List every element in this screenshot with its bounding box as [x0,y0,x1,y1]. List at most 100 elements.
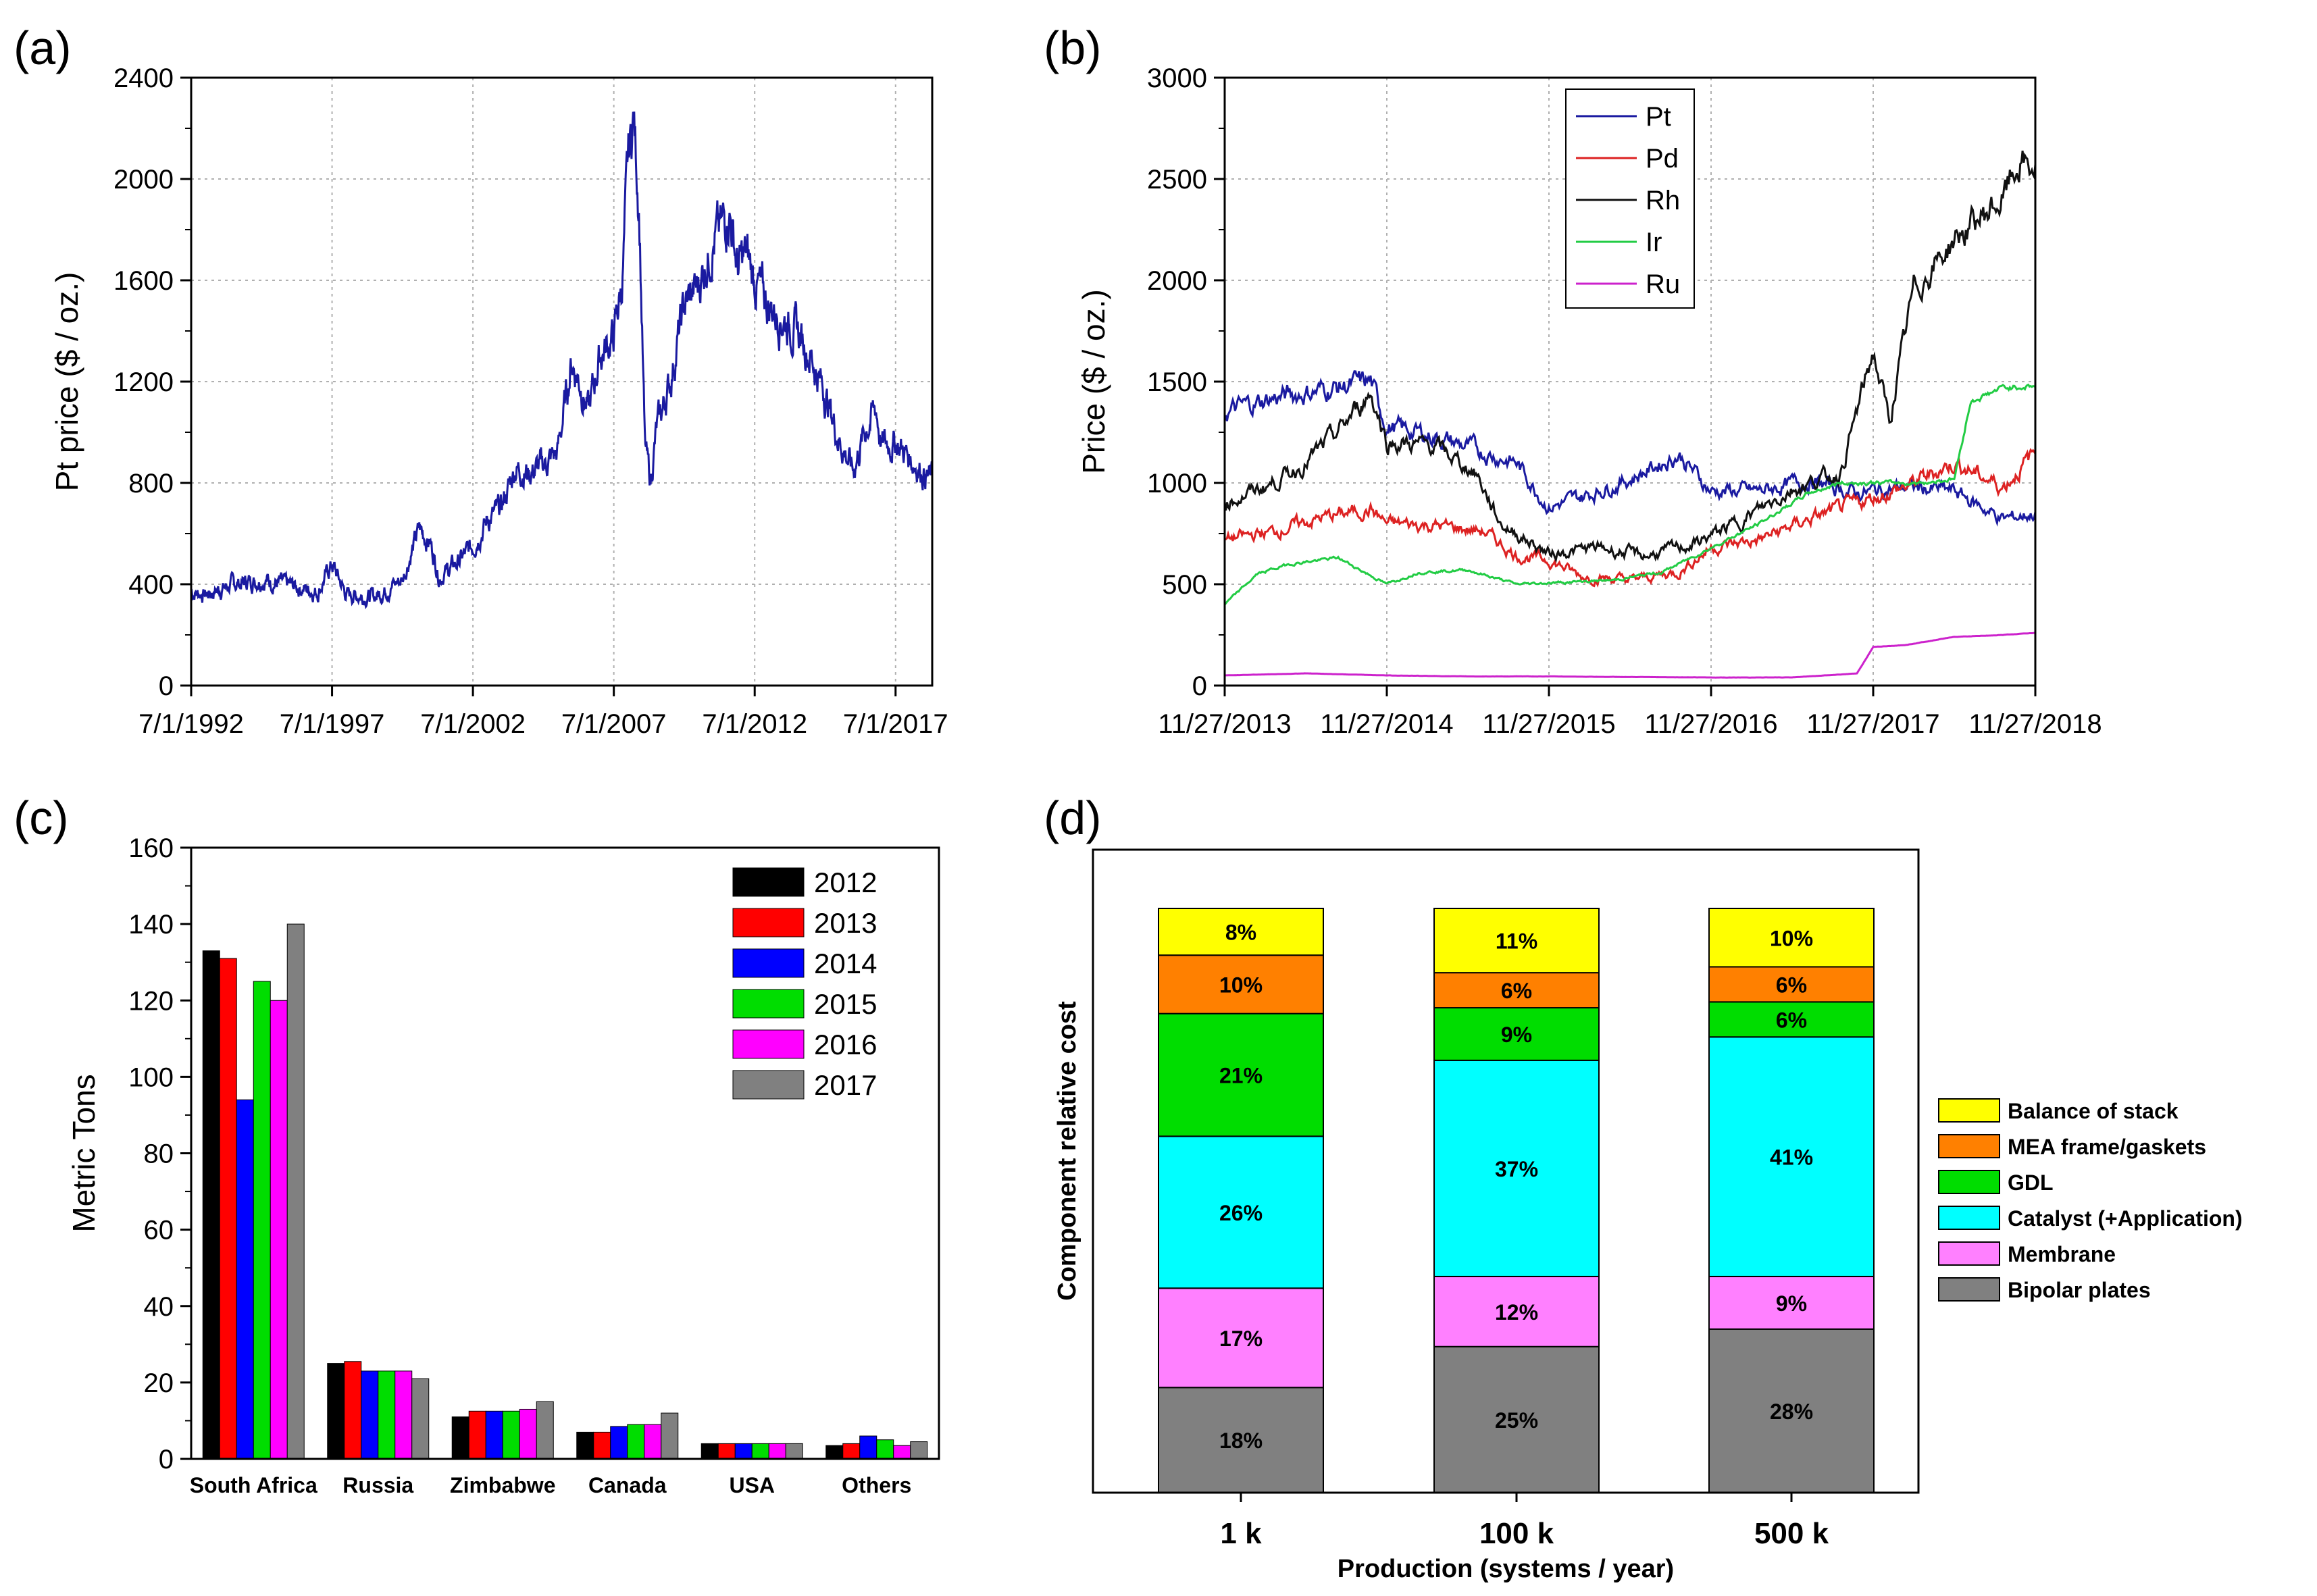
bar-segment-1-k-gdl [1158,1012,1324,1137]
bar-zimbabwe-2015 [502,1410,520,1460]
x-tick-label: Canada [588,1473,667,1497]
bar-zimbabwe-2017 [536,1401,554,1460]
y-tick-label: 2400 [113,63,174,93]
bar-others-2017 [910,1441,928,1460]
legend-swatch-bipolar-plates [1938,1277,2000,1302]
bar-south-africa-2014 [236,1099,254,1460]
legend-label-2012: 2012 [814,867,877,898]
series-line-ir [1223,383,2036,606]
legend-swatch-gdl [1938,1170,2000,1194]
x-axis-label: Production (systems / year) [1338,1555,1674,1583]
legend-label-rh: Rh [1646,186,1680,215]
bar-others-2016 [893,1445,911,1460]
x-tick-label: 500 k [1754,1517,1829,1550]
segment-label-100-k-balance-of-stack: 11% [1496,929,1537,954]
y-tick-label: 2000 [1147,266,1207,296]
panel-c-production-bar-chart: 0 20 40 60 80 100 120 140 160 South Africa Russia Z… [66,833,940,1497]
bar-usa-2016 [768,1443,786,1460]
legend-label-pt: Pt [1646,102,1671,132]
bar-segment-1-k-catalyst-application [1158,1135,1324,1289]
plot-frame [190,76,934,687]
bar-south-africa-2015 [253,981,271,1460]
bar-segment-500-k-balance-of-stack [1708,908,1875,968]
bar-russia-2017 [411,1378,430,1460]
legend-label-ru: Ru [1646,269,1680,299]
y-tick-label: 500 [1162,570,1207,600]
x-tick-label: 11/27/2015 [1482,709,1615,739]
segment-label-100-k-catalyst-application: 37% [1495,1157,1538,1181]
y-tick-label: 140 [128,910,174,939]
y-axis-label: Pt price ($ / oz.) [49,272,84,492]
segment-label-100-k-gdl: 9% [1501,1023,1532,1047]
panel-label-c: (c) [14,792,69,844]
y-tick-label: 20 [144,1368,174,1398]
y-tick-label: 1600 [113,266,174,296]
bar-russia-2012 [327,1363,345,1460]
x-tick-label: 11/27/2017 [1806,709,1939,739]
bar-russia-2016 [394,1370,413,1460]
x-tick-label: 11/27/2013 [1158,709,1291,739]
bar-segment-500-k-mea-frame-gaskets [1708,966,1875,1003]
segment-label-1-k-bipolar-plates: 18% [1219,1428,1263,1453]
x-tick-label: 11/27/2014 [1320,709,1453,739]
bar-canada-2013 [593,1431,611,1460]
segment-label-1-k-gdl: 21% [1219,1064,1263,1088]
bar-usa-2017 [785,1443,803,1460]
y-tick-label: 80 [144,1139,174,1169]
bar-segment-500-k-gdl [1708,1001,1875,1038]
legend-label-gdl: GDL [2008,1170,2054,1195]
bar-canada-2012 [576,1431,594,1460]
plot-frame [1092,848,1920,1494]
bar-usa-2013 [717,1443,736,1460]
y-tick-label: 120 [128,986,174,1016]
x-tick-label: 7/1/2002 [420,709,526,739]
x-tick-label: USA [729,1473,775,1497]
bar-segment-100-k-catalyst-application [1433,1059,1600,1277]
y-tick-label: 100 [128,1062,174,1092]
segment-label-500-k-catalyst-application: 41% [1770,1145,1813,1170]
bar-zimbabwe-2014 [485,1410,503,1460]
legend-swatch-2014 [732,948,805,978]
segment-label-100-k-membrane: 12% [1495,1300,1538,1324]
x-tick-label: 7/1/1992 [138,709,244,739]
bar-russia-2015 [378,1370,396,1460]
legend-label-2016: 2016 [814,1029,877,1060]
bar-south-africa-2016 [270,1000,288,1460]
y-tick-label: 1200 [113,367,174,397]
legend-label-mea-frame-gaskets: MEA frame/gaskets [2008,1135,2206,1159]
y-tick-label: 2500 [1147,165,1207,195]
y-tick-label: 800 [128,469,174,498]
legend-label-catalyst-application: Catalyst (+Application) [2008,1206,2243,1231]
segment-label-100-k-mea-frame-gaskets: 6% [1501,979,1532,1003]
plot-frame [1223,76,2037,687]
series-line-pd [1224,448,2037,588]
bar-segment-100-k-mea-frame-gaskets [1433,972,1600,1009]
series-line-pt [1224,370,2037,527]
bar-segment-500-k-bipolar-plates [1708,1328,1875,1494]
segment-label-500-k-balance-of-stack: 10% [1770,926,1813,950]
legend-label-2014: 2014 [814,948,877,979]
x-tick-label: Others [842,1473,911,1497]
panel-label-a: (a) [14,22,72,74]
x-tick-label: Zimbabwe [450,1473,555,1497]
series-line-pt [190,111,934,610]
segment-label-1-k-catalyst-application: 26% [1219,1201,1263,1225]
bar-others-2012 [825,1445,844,1460]
bar-others-2013 [842,1443,861,1460]
x-tick-label: 11/27/2016 [1644,709,1777,739]
bar-segment-1-k-bipolar-plates [1158,1387,1324,1494]
bar-zimbabwe-2012 [451,1416,469,1460]
segment-label-500-k-mea-frame-gaskets: 6% [1776,973,1807,997]
segment-label-500-k-bipolar-plates: 28% [1770,1399,1813,1424]
x-tick-label: South Africa [190,1473,317,1497]
bar-segment-1-k-balance-of-stack [1158,908,1324,956]
bar-segment-100-k-bipolar-plates [1433,1345,1600,1493]
panel-label-d: (d) [1044,792,1102,844]
segment-label-100-k-bipolar-plates: 25% [1495,1408,1538,1433]
y-tick-label: 400 [128,570,174,600]
bar-zimbabwe-2016 [519,1408,537,1460]
bar-segment-100-k-membrane [1433,1275,1600,1347]
x-tick-label: 7/1/2007 [561,709,667,739]
legend-swatch-2013 [732,908,805,937]
